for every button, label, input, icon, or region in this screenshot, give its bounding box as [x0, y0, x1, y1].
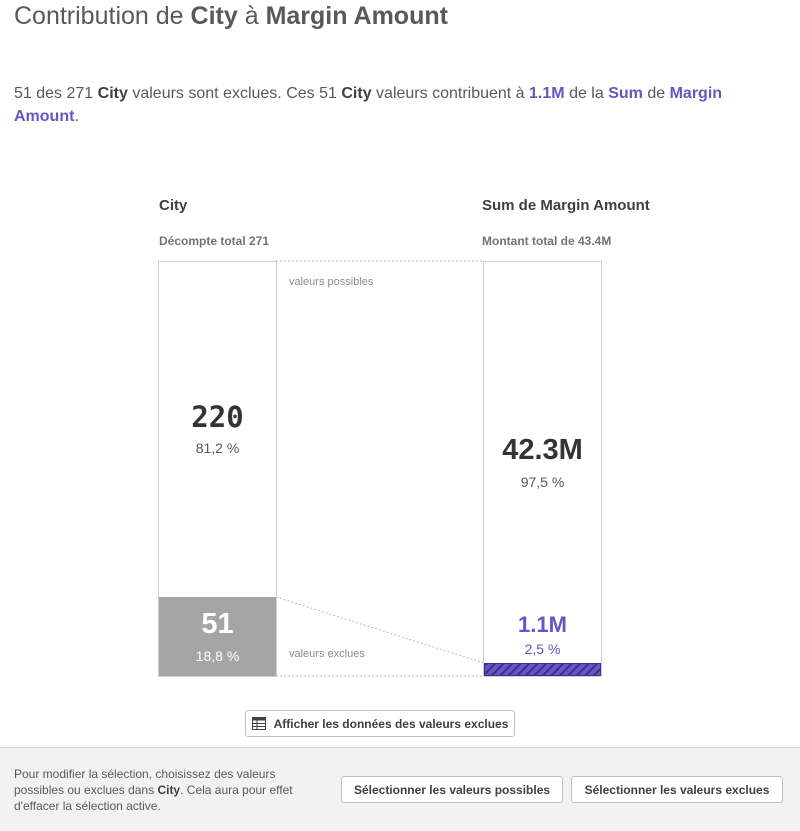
- select-excluded-button[interactable]: Sélectionner les valeurs exclues: [571, 776, 783, 803]
- title-prefix: Contribution de: [14, 2, 184, 30]
- footer-instructions: Pour modifier la sélection, choisissez d…: [14, 767, 293, 813]
- show-excluded-data-label: Afficher les données des valeurs exclues: [273, 716, 509, 731]
- left-excluded-pct: 18,8 %: [195, 648, 240, 664]
- left-column-subheader: Décompte total 271: [159, 234, 270, 248]
- table-icon: [251, 717, 266, 730]
- excluded-values-label: valeurs exclues: [289, 648, 365, 660]
- left-bar-excluded[interactable]: [159, 597, 276, 676]
- page-title: Contribution de City à Margin Amount: [14, 2, 448, 31]
- right-bar-possible[interactable]: [483, 261, 602, 677]
- left-excluded-value: 51: [201, 608, 234, 640]
- right-possible-value: 42.3M: [502, 434, 583, 466]
- title-middle: à: [244, 2, 259, 30]
- title-measure: Margin Amount: [265, 2, 448, 30]
- right-bar-excluded[interactable]: [484, 663, 601, 676]
- title-dimension: City: [190, 2, 238, 30]
- summary-text: 51 des 271 City valeurs sont exclues. Ce…: [14, 85, 723, 125]
- right-excluded-value: 1.1M: [518, 612, 567, 637]
- right-excluded-pct: 2,5 %: [524, 641, 561, 657]
- right-column-header: Sum de Margin Amount: [482, 197, 650, 214]
- select-possible-button[interactable]: Sélectionner les valeurs possibles: [341, 776, 563, 803]
- left-possible-value: 220: [191, 400, 244, 434]
- right-column-subheader: Montant total de 43.4M: [482, 234, 612, 248]
- possible-values-label: valeurs possibles: [289, 276, 374, 288]
- right-possible-pct: 97,5 %: [520, 474, 565, 490]
- show-excluded-data-button[interactable]: Afficher les données des valeurs exclues: [245, 710, 515, 737]
- left-possible-pct: 81,2 %: [195, 440, 240, 456]
- left-column-header: City: [159, 197, 188, 214]
- selection-footer: Pour modifier la sélection, choisissez d…: [0, 747, 800, 831]
